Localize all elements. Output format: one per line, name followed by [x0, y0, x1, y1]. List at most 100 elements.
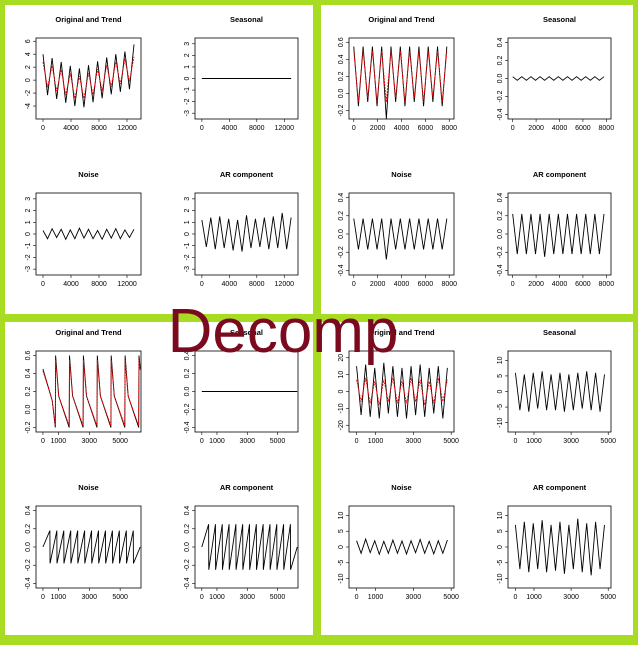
x-tick-label: 1000 [368, 438, 384, 445]
y-tick-label: 0 [25, 232, 32, 236]
quadrant [5, 322, 313, 635]
x-tick-label: 3000 [81, 594, 97, 601]
chart-title: Noise [78, 170, 98, 179]
y-tick-label: 2 [25, 209, 32, 213]
x-tick-label: 1000 [51, 438, 67, 445]
x-tick-label: 0 [41, 438, 45, 445]
y-tick-label: 0.0 [25, 542, 32, 552]
x-tick-label: 0 [200, 438, 204, 445]
y-tick-label: 0.4 [338, 193, 345, 203]
x-tick-label: 8000 [91, 281, 107, 288]
y-tick-label: 1 [184, 220, 191, 224]
y-tick-label: -0.4 [184, 577, 191, 589]
chart-title: Seasonal [543, 15, 576, 24]
series-line [42, 56, 135, 99]
y-tick-label: -5 [338, 560, 345, 566]
y-tick-label: 2 [184, 53, 191, 57]
series-line [42, 44, 135, 108]
y-tick-label: 0.0 [338, 88, 345, 98]
x-tick-label: 3000 [239, 438, 255, 445]
x-tick-label: 0 [200, 594, 204, 601]
x-tick-label: 8000 [441, 281, 457, 288]
y-tick-label: -0.4 [338, 264, 345, 276]
x-tick-label: 3000 [239, 594, 255, 601]
x-tick-label: 1000 [51, 594, 67, 601]
y-tick-label: 0.2 [184, 369, 191, 379]
x-tick-label: 2000 [528, 125, 544, 132]
x-tick-label: 12000 [275, 125, 295, 132]
y-tick-label: 5 [497, 529, 504, 533]
x-tick-label: 3000 [406, 438, 422, 445]
x-tick-label: 0 [513, 438, 517, 445]
series-line [42, 359, 141, 426]
x-tick-label: 0 [41, 594, 45, 601]
y-tick-label: 2 [25, 65, 32, 69]
x-tick-label: 8000 [599, 125, 615, 132]
quadrant [321, 322, 633, 635]
y-tick-label: -0.2 [497, 246, 504, 258]
plot-box [35, 37, 142, 120]
chart-title: Seasonal [230, 328, 263, 337]
x-tick-label: 5000 [443, 438, 459, 445]
y-tick-label: -0.4 [184, 421, 191, 433]
series-line [514, 371, 605, 412]
y-tick-label: -2 [25, 254, 32, 260]
x-tick-label: 5000 [443, 594, 459, 601]
x-tick-label: 3000 [563, 438, 579, 445]
y-tick-label: -3 [184, 266, 191, 272]
series-line [353, 218, 448, 260]
chart-title: Original and Trend [55, 328, 122, 337]
series-line [42, 530, 141, 564]
y-tick-label: 0.2 [25, 524, 32, 534]
x-tick-label: 0 [41, 281, 45, 288]
x-tick-label: 0 [513, 594, 517, 601]
y-tick-label: 0.4 [184, 506, 191, 516]
y-tick-label: 3 [25, 197, 32, 201]
x-tick-label: 4000 [552, 281, 568, 288]
x-tick-label: 6000 [418, 125, 434, 132]
x-tick-label: 4000 [222, 125, 238, 132]
x-tick-label: 8000 [599, 281, 615, 288]
chart-title: Original and Trend [368, 15, 435, 24]
x-tick-label: 0 [511, 125, 515, 132]
x-tick-label: 3000 [563, 594, 579, 601]
chart-title: Noise [391, 170, 411, 179]
y-tick-label: -1 [184, 243, 191, 249]
x-tick-label: 0 [41, 125, 45, 132]
y-tick-label: 0 [338, 389, 345, 393]
y-tick-label: 0.6 [25, 351, 32, 361]
x-tick-label: 6000 [575, 125, 591, 132]
x-tick-label: 2000 [370, 125, 386, 132]
x-tick-label: 8000 [91, 125, 107, 132]
y-tick-label: -2 [184, 254, 191, 260]
y-tick-label: 5 [497, 374, 504, 378]
y-tick-label: 0.2 [184, 524, 191, 534]
y-tick-label: 0 [184, 76, 191, 80]
y-tick-label: 0.4 [25, 506, 32, 516]
y-tick-label: 0 [25, 78, 32, 82]
chart-title: Original and Trend [368, 328, 435, 337]
y-tick-label: 0.4 [497, 193, 504, 203]
y-tick-label: -0.2 [184, 403, 191, 415]
y-tick-label: -5 [497, 404, 504, 410]
x-tick-label: 1000 [526, 438, 542, 445]
y-tick-label: 0.4 [497, 38, 504, 48]
y-tick-label: -1 [184, 87, 191, 93]
y-tick-label: -3 [25, 266, 32, 272]
y-tick-label: 20 [338, 354, 345, 362]
x-tick-label: 4000 [394, 281, 410, 288]
x-tick-label: 4000 [63, 281, 79, 288]
y-tick-label: -1 [25, 243, 32, 249]
y-tick-label: -0.2 [497, 90, 504, 102]
x-tick-label: 0 [200, 125, 204, 132]
y-tick-label: -0.4 [497, 264, 504, 276]
x-tick-label: 6000 [575, 281, 591, 288]
chart-title: Original and Trend [55, 15, 122, 24]
y-tick-label: 5 [338, 529, 345, 533]
x-tick-label: 12000 [117, 125, 137, 132]
series-line [201, 524, 298, 570]
y-tick-label: 2 [184, 209, 191, 213]
x-tick-label: 1000 [368, 594, 384, 601]
y-tick-label: 10 [497, 356, 504, 364]
